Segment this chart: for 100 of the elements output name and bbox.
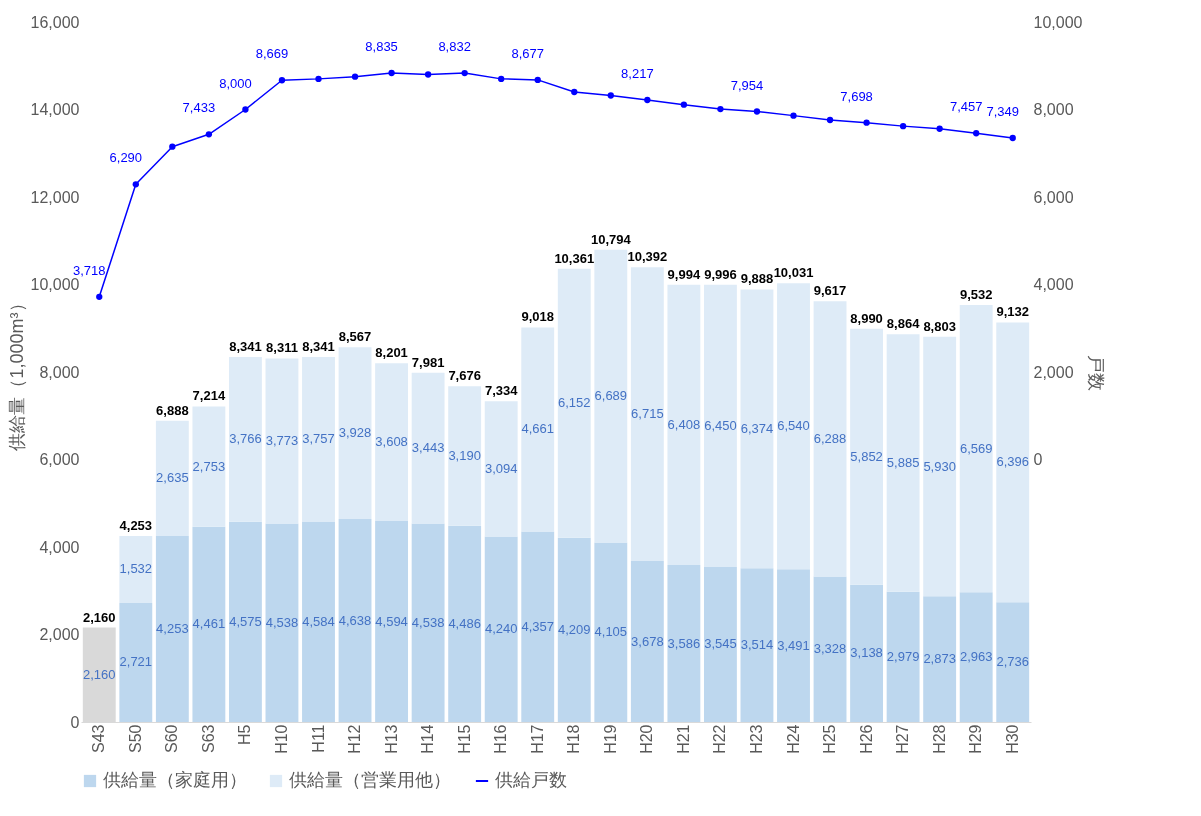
x-tick-label: S50 <box>126 724 144 753</box>
total-label: 10,361 <box>554 250 595 266</box>
bar <box>448 386 482 526</box>
data-label: 4,209 <box>558 621 591 637</box>
data-label: 6,715 <box>631 406 664 422</box>
point <box>498 75 505 83</box>
x-tick-label: H17 <box>528 724 546 754</box>
bar <box>923 336 957 597</box>
x-tick-label: H22 <box>711 724 729 754</box>
total-label: 8,864 <box>886 316 921 332</box>
bar <box>777 283 810 570</box>
data-label: 6,689 <box>594 388 628 404</box>
y2-tick-label: 6,000 <box>1033 188 1074 206</box>
y2-tick-label: 2,000 <box>1033 363 1074 381</box>
bar <box>484 401 518 537</box>
bar <box>996 602 1030 722</box>
bar <box>155 535 189 722</box>
point <box>315 75 322 83</box>
bar <box>703 284 737 567</box>
bar <box>959 304 993 593</box>
bar <box>119 602 153 722</box>
data-label: 3,138 <box>850 645 883 661</box>
bar <box>265 523 299 722</box>
bar <box>521 327 555 532</box>
point <box>169 143 176 150</box>
bar <box>740 568 774 722</box>
x-tick-label: H20 <box>638 724 656 754</box>
total-label: 10,392 <box>627 249 668 265</box>
bar <box>375 363 409 522</box>
total-label: 9,994 <box>667 266 701 282</box>
data-label: 2,635 <box>156 470 189 486</box>
x-tick-label: H12 <box>346 724 364 754</box>
x-tick-label: H13 <box>382 724 400 754</box>
y-tick-label: 6,000 <box>39 451 80 468</box>
data-label: 3,190 <box>448 447 481 463</box>
point <box>351 73 359 80</box>
total-label: 10,794 <box>590 231 632 247</box>
bar <box>777 569 810 722</box>
data-label: 4,538 <box>265 614 299 630</box>
point <box>899 122 907 130</box>
bar <box>740 289 774 569</box>
x-tick-label: H30 <box>1003 724 1021 754</box>
data-label: 8,835 <box>365 38 398 54</box>
bar <box>667 565 701 722</box>
bar <box>557 537 591 722</box>
data-label: 2,873 <box>923 651 956 667</box>
data-label: 3,773 <box>265 432 299 448</box>
x-tick-label: H19 <box>601 724 619 754</box>
x-tick-label: H26 <box>857 724 875 754</box>
data-label: 6,540 <box>777 418 810 434</box>
data-label: 7,698 <box>840 88 873 104</box>
x-tick-label: H14 <box>419 724 437 754</box>
data-label: 5,930 <box>923 458 956 474</box>
point <box>790 112 797 119</box>
point <box>607 92 614 99</box>
data-label: 3,491 <box>777 637 810 653</box>
data-label: 3,718 <box>73 262 106 278</box>
point <box>534 76 541 84</box>
point <box>96 293 103 300</box>
bar <box>265 358 299 524</box>
bar <box>557 268 591 538</box>
point <box>680 101 688 108</box>
point <box>644 96 651 104</box>
bar <box>448 525 482 722</box>
data-label: 8,000 <box>219 75 252 91</box>
data-label: 2,160 <box>83 666 116 682</box>
data-label: 2,963 <box>959 649 993 665</box>
total-label: 8,201 <box>375 345 408 361</box>
x-tick-label: H16 <box>492 724 510 754</box>
bar <box>155 420 189 536</box>
data-label: 8,669 <box>255 46 289 62</box>
y-tick-label: 8,000 <box>39 363 80 381</box>
point <box>424 71 432 78</box>
point <box>388 69 395 77</box>
x-tick-label: H11 <box>309 724 327 753</box>
point <box>973 130 980 137</box>
data-label: 4,357 <box>521 618 554 634</box>
total-label: 8,341 <box>302 339 335 355</box>
data-label: 3,514 <box>740 637 774 653</box>
total-label: 8,341 <box>229 339 262 355</box>
y-axis-title: 供給量（1,000m³） <box>6 294 27 451</box>
bar <box>667 284 701 566</box>
data-label: 4,253 <box>156 620 189 636</box>
data-label: 3,443 <box>411 440 445 456</box>
bar <box>484 536 518 722</box>
data-label: 4,584 <box>302 613 335 629</box>
data-label: 5,852 <box>850 448 883 464</box>
point <box>717 105 724 113</box>
total-label: 7,334 <box>484 383 519 399</box>
total-label: 8,311 <box>266 340 298 356</box>
data-label: 4,461 <box>192 616 226 632</box>
x-tick-label: H28 <box>930 724 948 754</box>
data-label: 2,753 <box>192 458 226 474</box>
total-label: 9,888 <box>740 271 774 287</box>
legend-label: 供給戸数 <box>495 770 567 790</box>
data-label: 4,105 <box>594 624 628 640</box>
data-label: 4,240 <box>484 621 518 637</box>
data-label: 3,586 <box>667 635 701 651</box>
y-tick-label: 10,000 <box>30 276 80 293</box>
total-label: 8,567 <box>338 329 372 345</box>
